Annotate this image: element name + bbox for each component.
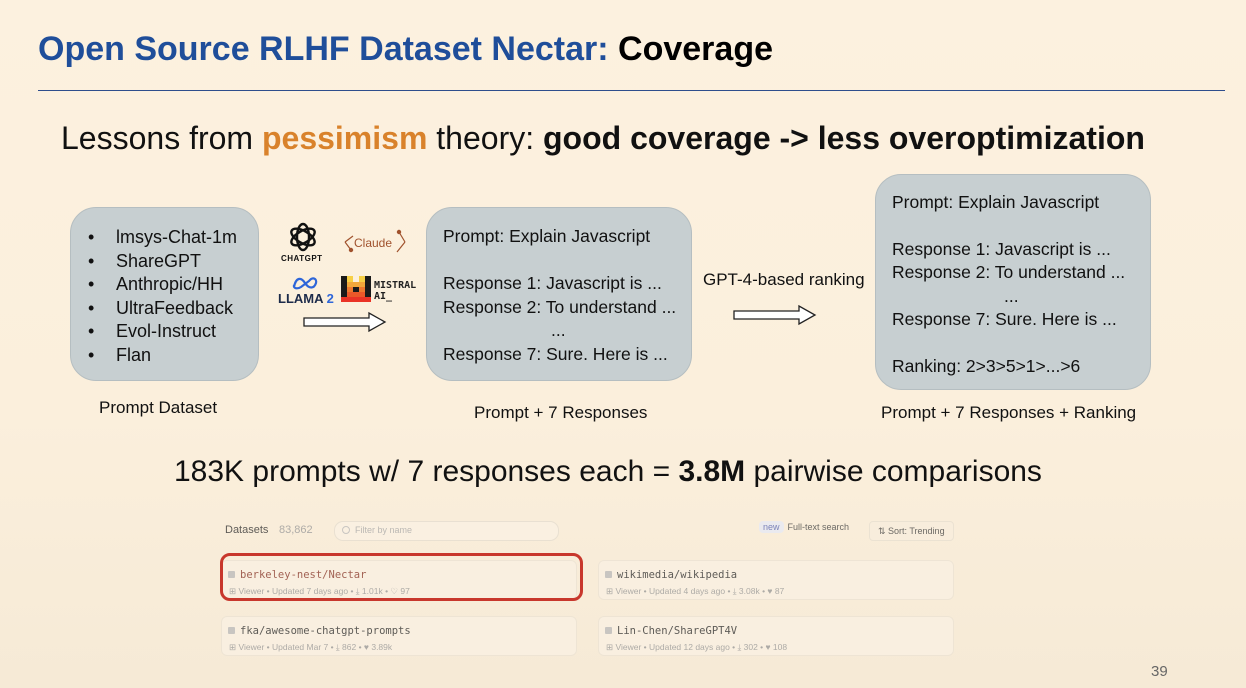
sort-button[interactable]: ⇅ Sort: Trending [869, 521, 954, 541]
chatgpt-label: CHATGPT [281, 254, 323, 263]
list-item: • UltraFeedback [88, 297, 234, 318]
prompt-dataset-box: • lmsys-Chat-1m • ShareGPT • Anthropic/HH •… [70, 207, 259, 381]
ranking-label: GPT-4-based ranking [703, 270, 865, 289]
title-part-1: Open Source RLHF Dataset Nectar: [38, 30, 619, 68]
subtitle-middle: theory: [427, 120, 543, 156]
nectar-highlight-ring [220, 553, 583, 601]
llama-label: LLAMA 2 [278, 291, 334, 306]
dataset-meta: ⊞ Viewer • Updated 4 days ago • ⤓ 3.08k … [606, 586, 785, 596]
responses-response-7: Response 7: Sure. Here is ... [443, 344, 668, 364]
responses-caption: Prompt + 7 Responses [474, 403, 648, 422]
dataset-icon [605, 627, 612, 634]
dataset-card[interactable]: berkeley-nest/Nectar ⊞ Viewer • Updated … [221, 560, 577, 600]
ranking-ellipsis: ... [1004, 286, 1019, 306]
subtitle-bold: good coverage -> less overoptimization [543, 120, 1145, 156]
ranking-response-7: Response 7: Sure. Here is ... [892, 309, 1117, 329]
meta-logo-icon [292, 277, 318, 290]
stats-line: 183K prompts w/ 7 responses each = 3.8M … [174, 455, 1042, 488]
prompt-dataset-caption: Prompt Dataset [99, 398, 218, 417]
dataset-name[interactable]: berkeley-nest/Nectar [240, 569, 367, 581]
ranking-response-1: Response 1: Javascript is ... [892, 239, 1111, 259]
mistral-logo-icon [341, 276, 371, 302]
dataset-meta: ⊞ Viewer • Updated Mar 7 • ⤓ 862 • ♥ 3.8… [229, 642, 393, 652]
ranking-caption: Prompt + 7 Responses + Ranking [881, 403, 1137, 422]
new-badge: new [759, 521, 784, 533]
list-item: • Evol-Instruct [88, 321, 217, 341]
dataset-icon [228, 571, 235, 578]
responses-box: Prompt: Explain Javascript Response 1: J… [426, 207, 692, 381]
claude-label: Claude [354, 236, 393, 250]
arrow-right-icon [303, 311, 387, 333]
responses-response-1: Response 1: Javascript is ... [443, 273, 662, 293]
list-item: • ShareGPT [88, 250, 202, 271]
filter-placeholder: Filter by name [355, 525, 413, 535]
arrow-right-icon [733, 304, 817, 326]
ranking-prompt: Prompt: Explain Javascript [892, 192, 1100, 212]
list-item: • Anthropic/HH [88, 274, 224, 294]
page-number: 39 [1151, 663, 1168, 680]
mistral-label: MISTRAL AI_ [374, 280, 417, 302]
filter-input[interactable]: Filter by name [334, 521, 559, 541]
claude-logo-icon [344, 229, 406, 253]
search-icon [342, 526, 350, 534]
subtitle-prefix: Lessons from [61, 120, 262, 156]
subtitle: Lessons from pessimism theory: good cove… [61, 120, 1145, 157]
prompt-dataset-list: • lmsys-Chat-1m • ShareGPT • Anthropic/HH •… [88, 226, 237, 367]
list-item: • Flan [88, 344, 152, 365]
responses-ellipsis: ... [551, 320, 566, 340]
ranking-order: Ranking: 2>3>5>1>...>6 [892, 356, 1081, 376]
dataset-card[interactable]: wikimedia/wikipedia ⊞ Viewer • Updated 4… [598, 560, 954, 600]
dataset-name[interactable]: Lin-Chen/ShareGPT4V [617, 625, 738, 637]
title-part-2: Coverage [618, 30, 773, 68]
dataset-name[interactable]: fka/awesome-chatgpt-prompts [240, 625, 411, 637]
ranking-box: Prompt: Explain Javascript Response 1: J… [875, 174, 1151, 390]
dataset-icon [605, 571, 612, 578]
datasets-panel: Datasets 83,862 Filter by name new Full-t… [213, 514, 963, 664]
slide-title: Open Source RLHF Dataset Nectar: Coverag… [38, 30, 773, 69]
dataset-meta: ⊞ Viewer • Updated 7 days ago • ⤓ 1.01k … [229, 586, 410, 596]
ranking-response-2: Response 2: To understand ... [892, 262, 1126, 282]
dataset-icon [228, 627, 235, 634]
title-divider [38, 90, 1225, 91]
list-item: • lmsys-Chat-1m [88, 227, 238, 247]
dataset-card[interactable]: Lin-Chen/ShareGPT4V ⊞ Viewer • Updated 1… [598, 616, 954, 656]
dataset-meta: ⊞ Viewer • Updated 12 days ago • ⤓ 302 •… [606, 642, 788, 652]
full-text-search-button[interactable]: new Full-text search [759, 521, 849, 539]
full-text-search-label: Full-text search [787, 522, 850, 532]
openai-logo-icon [290, 222, 316, 252]
dataset-card[interactable]: fka/awesome-chatgpt-prompts ⊞ Viewer • U… [221, 616, 577, 656]
responses-response-2: Response 2: To understand ... [443, 297, 677, 317]
datasets-label: Datasets [225, 524, 269, 536]
responses-prompt: Prompt: Explain Javascript [443, 226, 651, 246]
subtitle-highlight: pessimism [261, 120, 428, 156]
datasets-count: 83,862 [279, 524, 313, 536]
dataset-name[interactable]: wikimedia/wikipedia [617, 569, 738, 581]
